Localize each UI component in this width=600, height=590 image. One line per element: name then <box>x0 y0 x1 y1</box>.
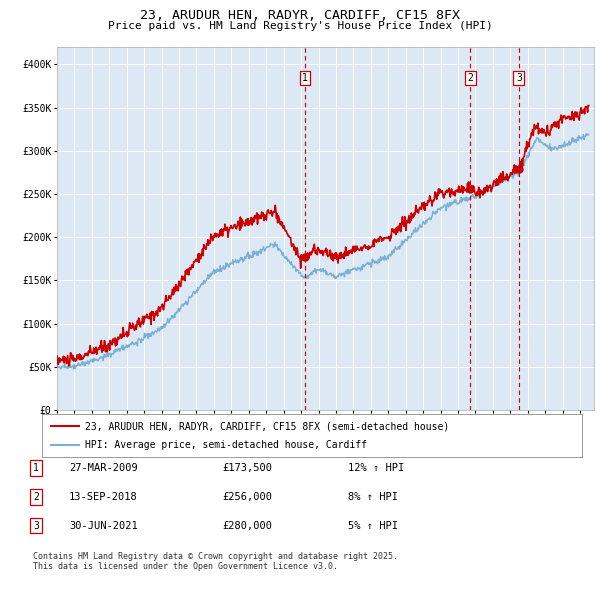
Text: 12% ↑ HPI: 12% ↑ HPI <box>348 463 404 473</box>
Text: 23, ARUDUR HEN, RADYR, CARDIFF, CF15 8FX (semi-detached house): 23, ARUDUR HEN, RADYR, CARDIFF, CF15 8FX… <box>85 421 449 431</box>
Text: 5% ↑ HPI: 5% ↑ HPI <box>348 521 398 530</box>
Text: 30-JUN-2021: 30-JUN-2021 <box>69 521 138 530</box>
Text: £173,500: £173,500 <box>222 463 272 473</box>
Text: 1: 1 <box>33 463 39 473</box>
Text: £256,000: £256,000 <box>222 492 272 502</box>
Text: HPI: Average price, semi-detached house, Cardiff: HPI: Average price, semi-detached house,… <box>85 440 367 450</box>
Text: 3: 3 <box>516 73 522 83</box>
Text: 2: 2 <box>33 492 39 502</box>
Text: Price paid vs. HM Land Registry's House Price Index (HPI): Price paid vs. HM Land Registry's House … <box>107 21 493 31</box>
Text: 13-SEP-2018: 13-SEP-2018 <box>69 492 138 502</box>
Text: 23, ARUDUR HEN, RADYR, CARDIFF, CF15 8FX: 23, ARUDUR HEN, RADYR, CARDIFF, CF15 8FX <box>140 9 460 22</box>
Text: 3: 3 <box>33 521 39 530</box>
Text: 8% ↑ HPI: 8% ↑ HPI <box>348 492 398 502</box>
Text: 27-MAR-2009: 27-MAR-2009 <box>69 463 138 473</box>
Text: Contains HM Land Registry data © Crown copyright and database right 2025.
This d: Contains HM Land Registry data © Crown c… <box>33 552 398 571</box>
Text: 2: 2 <box>467 73 473 83</box>
Text: 1: 1 <box>302 73 308 83</box>
Text: £280,000: £280,000 <box>222 521 272 530</box>
